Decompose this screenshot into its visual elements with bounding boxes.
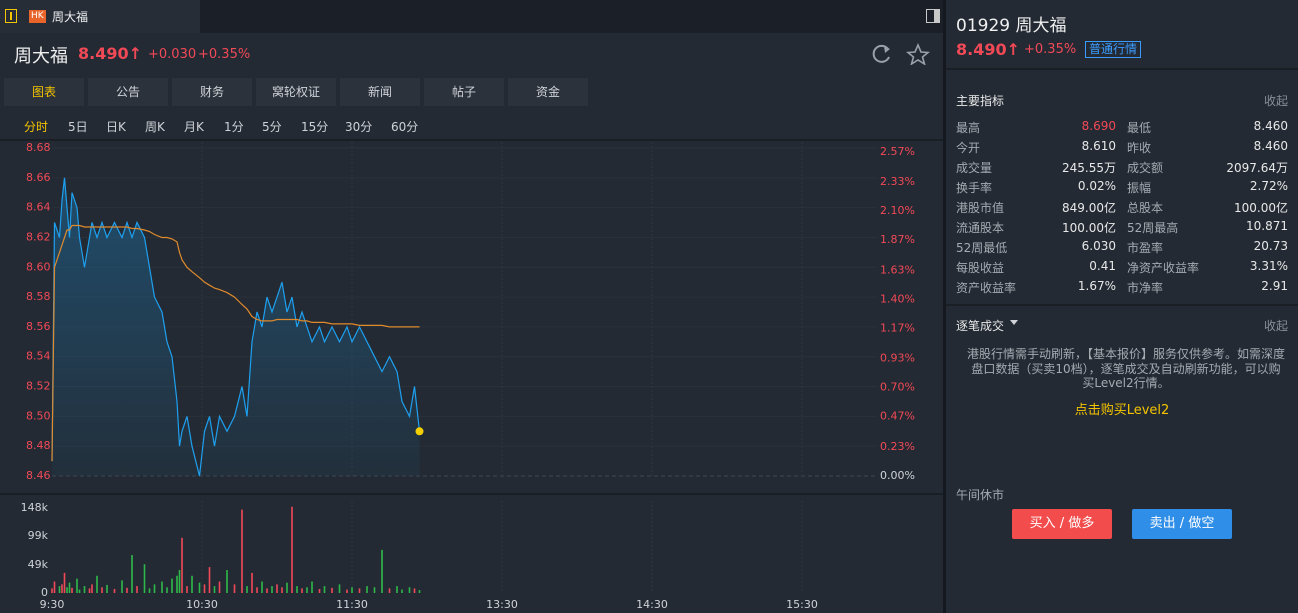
level2-link[interactable]: 点击购买Level2 (1074, 403, 1170, 418)
side-price: 8.490↑ (956, 40, 1021, 59)
side-change-pct: +0.35% (1024, 42, 1077, 57)
indicator-label: 资产收益率 (956, 281, 1017, 295)
indicator-value: 1.67% (1077, 279, 1116, 293)
indicator-label: 成交额 (1127, 161, 1164, 175)
favorite-icon[interactable] (905, 43, 930, 65)
stock-price: 8.490↑ (78, 44, 143, 63)
indicator-label: 昨收 (1127, 141, 1152, 155)
indicator-value: 2097.64万 (1226, 161, 1288, 175)
indicator-label: 净资产收益率 (1127, 261, 1200, 275)
collapse-link[interactable]: 收起 (1263, 319, 1288, 333)
indicator-label: 每股收益 (956, 261, 1005, 275)
period-button[interactable]: 分时 (24, 120, 49, 134)
level2-notice: 港股行情需手动刷新，【基本报价】服务仅供参考。如需深度盘口数据（买卖10档），逐… (966, 347, 1285, 390)
quote-level-badge[interactable]: 普通行情 (1085, 41, 1142, 58)
tab-button[interactable]: 财务 (172, 78, 252, 106)
separator (946, 68, 1298, 70)
tab-button[interactable]: 公告 (88, 78, 168, 106)
period-button[interactable]: 60分 (391, 120, 419, 134)
tab-button[interactable]: 新闻 (340, 78, 420, 106)
indicator-value: 8.460 (1253, 139, 1288, 153)
period-button[interactable]: 月K (184, 120, 204, 134)
chart-panel: HK 周大福 周大福 8.490↑ +0.030 +0.35% 图表 公告 财务 窝轮… (0, 0, 943, 613)
indicator-value: 20.73 (1253, 239, 1288, 253)
period-button[interactable]: 5日 (68, 120, 88, 134)
indicator-value: 0.41 (1089, 259, 1116, 273)
period-button[interactable]: 日K (106, 120, 126, 134)
market-badge: HK (29, 10, 46, 23)
period-button[interactable]: 30分 (345, 120, 373, 134)
header-icons (872, 43, 930, 65)
period-button[interactable]: 1分 (224, 120, 244, 134)
sell-button[interactable]: 卖出 / 做空 (1132, 509, 1232, 539)
indicator-value: 8.690 (1081, 119, 1116, 133)
indicator-value: 0.02% (1077, 179, 1116, 193)
indicator-value: 2.72% (1249, 179, 1288, 193)
collapse-link[interactable]: 收起 (1263, 94, 1288, 108)
indicator-label: 港股市值 (956, 201, 1005, 215)
indicator-label: 最高 (956, 121, 981, 135)
indicator-label: 流通股本 (956, 221, 1005, 235)
quote-panel: 01929 周大福 8.490↑ +0.35% 普通行情 主要指标 收起 最高 8… (946, 0, 1298, 613)
price-change-pct: +0.35% (198, 47, 251, 62)
stock-tab[interactable]: HK 周大福 (0, 0, 200, 33)
tab-button[interactable]: 资金 (508, 78, 588, 106)
indicator-value: 3.31% (1249, 259, 1288, 273)
indicator-value: 100.00亿 (1234, 201, 1288, 215)
indicator-label: 52周最高 (1127, 221, 1179, 235)
section-title[interactable]: 逐笔成交 (956, 319, 1005, 333)
tab-title: 周大福 (52, 10, 89, 24)
indicator-value: 8.610 (1081, 139, 1116, 153)
dropdown-caret (1010, 320, 1018, 325)
indicator-label: 52周最低 (956, 241, 1008, 255)
indicator-value: 849.00亿 (1062, 201, 1116, 215)
tab-button[interactable]: 帖子 (424, 78, 504, 106)
section-title: 主要指标 (956, 94, 1005, 108)
indicator-value: 8.460 (1253, 119, 1288, 133)
indicator-label: 市净率 (1127, 281, 1164, 295)
separator (946, 304, 1298, 306)
stock-code-name: 01929 周大福 (956, 16, 1067, 36)
period-button[interactable]: 周K (145, 120, 165, 134)
market-status: 午间休市 (956, 488, 1005, 502)
indicator-label: 振幅 (1127, 181, 1152, 195)
buy-button[interactable]: 买入 / 做多 (1012, 509, 1112, 539)
indicator-label: 成交量 (956, 161, 993, 175)
tab-button[interactable]: 图表 (4, 78, 84, 106)
tab-icon (5, 9, 17, 23)
period-button[interactable]: 15分 (301, 120, 329, 134)
indicator-value: 6.030 (1081, 239, 1116, 253)
indicator-label: 换手率 (956, 181, 993, 195)
indicator-value: 2.91 (1261, 279, 1288, 293)
stock-name: 周大福 (14, 46, 68, 67)
period-button[interactable]: 5分 (262, 120, 282, 134)
indicator-value: 100.00亿 (1062, 221, 1116, 235)
indicator-label: 市盈率 (1127, 241, 1164, 255)
price-change: +0.030 (148, 47, 197, 62)
indicator-label: 总股本 (1127, 201, 1164, 215)
indicator-value: 245.55万 (1062, 161, 1116, 175)
tab-strip: HK 周大福 (0, 0, 943, 33)
refresh-icon[interactable] (872, 44, 890, 63)
indicator-label: 最低 (1127, 121, 1152, 135)
indicator-value: 10.871 (1246, 219, 1288, 233)
indicator-label: 今开 (956, 141, 981, 155)
panel-toggle[interactable] (926, 9, 940, 23)
tab-button[interactable]: 窝轮权证 (256, 78, 336, 106)
